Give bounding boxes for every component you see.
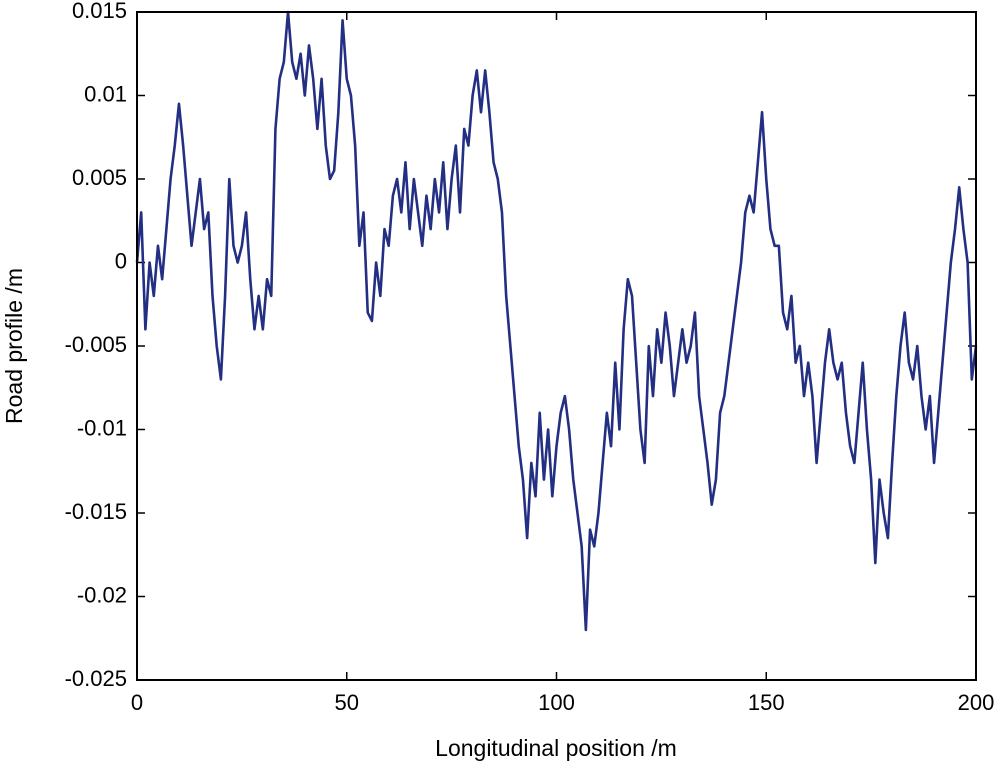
data-line	[135, 10, 978, 632]
y-tick-label: 0.015	[72, 0, 127, 23]
y-tick-label: -0.02	[77, 582, 127, 607]
y-tick-label: 0	[115, 248, 127, 273]
y-tick-label: -0.005	[65, 332, 127, 357]
y-tick-label: -0.015	[65, 499, 127, 524]
y-tick-label: -0.01	[77, 415, 127, 440]
y-tick-label: 0.005	[72, 165, 127, 190]
y-tick-label: 0.01	[84, 81, 127, 106]
plot-frame	[136, 11, 977, 681]
x-tick-label: 0	[131, 690, 143, 715]
x-tick-label: 200	[958, 690, 995, 715]
x-axis-title: Longitudinal position /m	[435, 735, 677, 761]
x-tick-label: 100	[538, 690, 575, 715]
y-tick-label: -0.025	[65, 666, 127, 691]
x-tick-label: 150	[748, 690, 785, 715]
y-axis-title: Road profile /m	[1, 268, 27, 424]
x-tick-label: 50	[335, 690, 359, 715]
